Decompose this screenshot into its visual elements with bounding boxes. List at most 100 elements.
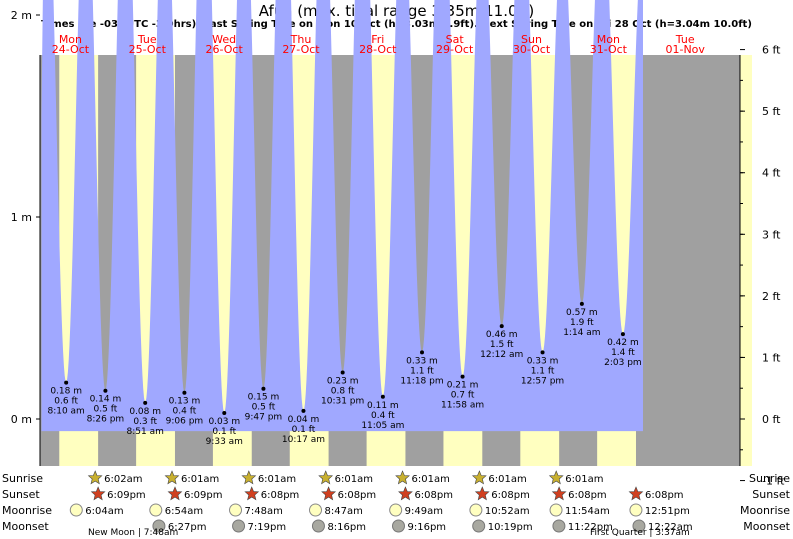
- sunrise-time: 6:01am: [412, 474, 450, 485]
- tick-label: 3 ft: [762, 228, 781, 241]
- moonset-time: 11:22pm: [568, 522, 613, 533]
- tide-point: [340, 370, 345, 375]
- row-label-right: Moonrise: [740, 504, 790, 517]
- tide-height-ft: 0.4 ft: [371, 411, 395, 421]
- tide-extremes: 0.18 m0.6 ft8:10 am2:18 pm9.4 ft2.85 m0.…: [47, 301, 642, 447]
- sunset-icon: [167, 486, 183, 501]
- tide-height-m: 0.57 m: [566, 308, 598, 318]
- row-label-right: Moonset: [743, 520, 790, 533]
- moonrise-time: 9:49am: [405, 506, 443, 517]
- tide-time: 12:12 am: [480, 350, 523, 360]
- tide-height-m: 0.15 m: [248, 393, 280, 403]
- tide-time: 11:05 am: [361, 421, 404, 431]
- tide-time: 9:47 pm: [245, 413, 283, 423]
- tide-point: [499, 324, 504, 329]
- sunset-icon: [551, 486, 567, 501]
- moonset-time: 12:22am: [648, 522, 693, 533]
- tide-height-m: 0.46 m: [486, 330, 518, 340]
- day-labels: Mon24-OctTue25-OctWed26-OctThu27-OctFri2…: [52, 33, 706, 56]
- moonrise-time: 7:48am: [245, 506, 283, 517]
- sunset-time: 6:08pm: [338, 490, 377, 501]
- tide-time: 8:51 am: [127, 427, 164, 437]
- day-weekday: Sun: [521, 33, 542, 46]
- tide-point: [579, 301, 584, 306]
- day-date: 28-Oct: [359, 43, 397, 56]
- tide-height-m: 0.03 m: [208, 417, 240, 427]
- day-band: [740, 55, 752, 466]
- tide-time: 12:57 pm: [521, 376, 564, 386]
- moonrise-time: 12:51pm: [645, 506, 690, 517]
- sunset-icon: [628, 486, 644, 501]
- moonset-icon: [232, 519, 246, 533]
- tide-height-m: 0.13 m: [169, 397, 201, 407]
- tide-point: [620, 332, 625, 337]
- tide-point: [222, 410, 227, 415]
- sunset-icon: [398, 486, 413, 501]
- day-weekday: Sat: [446, 33, 465, 46]
- tide-time: 2:03 pm: [604, 358, 642, 368]
- tick-label: 0 ft: [762, 413, 781, 426]
- moonset-icon: [391, 519, 405, 533]
- tide-height-m: 0.33 m: [406, 356, 438, 366]
- moonrise-time: 8:47am: [325, 506, 363, 517]
- tick-label: 6 ft: [762, 44, 781, 57]
- sunset-time: 6:08pm: [414, 490, 453, 501]
- sunrise-icon: [471, 470, 487, 485]
- tide-height-ft: 0.1 ft: [292, 425, 316, 435]
- tide-height-ft: 1.1 ft: [531, 366, 555, 376]
- tide-time: 10:31 pm: [321, 397, 364, 407]
- moonset-time: 9:16pm: [407, 522, 446, 533]
- day-date: 27-Oct: [282, 43, 320, 56]
- day-date: 31-Oct: [590, 43, 628, 56]
- day-weekday: Fri: [371, 33, 384, 46]
- moonrise-icon: [229, 503, 243, 517]
- row-label-right: Sunset: [752, 488, 790, 501]
- tick-label: 2 ft: [762, 290, 781, 303]
- sunrise-time: 6:02am: [104, 474, 142, 485]
- sunset-time: 6:08pm: [491, 490, 530, 501]
- sunset-time: 6:08pm: [261, 490, 300, 501]
- low-tide: 0.42 m1.4 ft2:03 pm: [604, 332, 642, 368]
- row-label-left: Sunrise: [2, 472, 43, 485]
- moonrise-time: 11:54am: [565, 506, 610, 517]
- low-tide: 0.18 m0.6 ft8:10 am: [47, 380, 85, 417]
- row-label-left: Sunset: [2, 488, 40, 501]
- tide-height-m: 0.18 m: [50, 387, 82, 397]
- sunrise-icon: [241, 470, 257, 485]
- day-weekday: Thu: [290, 33, 312, 46]
- tide-height-ft: 0.1 ft: [212, 427, 236, 437]
- tide-time: 10:17 am: [282, 435, 325, 445]
- sunset-icon: [244, 486, 260, 501]
- low-tide: 0.15 m0.5 ft9:47 pm: [245, 386, 283, 423]
- sunrise-icon: [164, 470, 180, 485]
- tide-height-ft: 0.3 ft: [133, 417, 157, 427]
- tick-label: 5 ft: [762, 105, 781, 118]
- row-label-right: Sunrise: [749, 472, 790, 485]
- right-axis-feet: -1 ft0 ft1 ft2 ft3 ft4 ft5 ft6 ft7 ft8 f…: [739, 44, 785, 488]
- tide-height-m: 0.21 m: [447, 381, 479, 391]
- day-weekday: Wed: [212, 33, 236, 46]
- tide-height-ft: 0.8 ft: [331, 387, 355, 397]
- tick-label: 0 m: [11, 413, 32, 426]
- tide-height-m: 0.11 m: [367, 401, 399, 411]
- tide-height-m: 0.08 m: [129, 407, 161, 417]
- tide-height-ft: 1.9 ft: [570, 318, 594, 328]
- moonset-time: 10:19pm: [488, 522, 533, 533]
- moonset-icon: [632, 519, 646, 533]
- tide-point: [540, 350, 545, 355]
- moonrise-icon: [469, 503, 483, 517]
- day-weekday: Tue: [675, 33, 695, 46]
- tide-height-ft: 1.4 ft: [611, 348, 635, 358]
- tide-time: 9:06 pm: [166, 417, 204, 427]
- sunset-icon: [90, 486, 106, 501]
